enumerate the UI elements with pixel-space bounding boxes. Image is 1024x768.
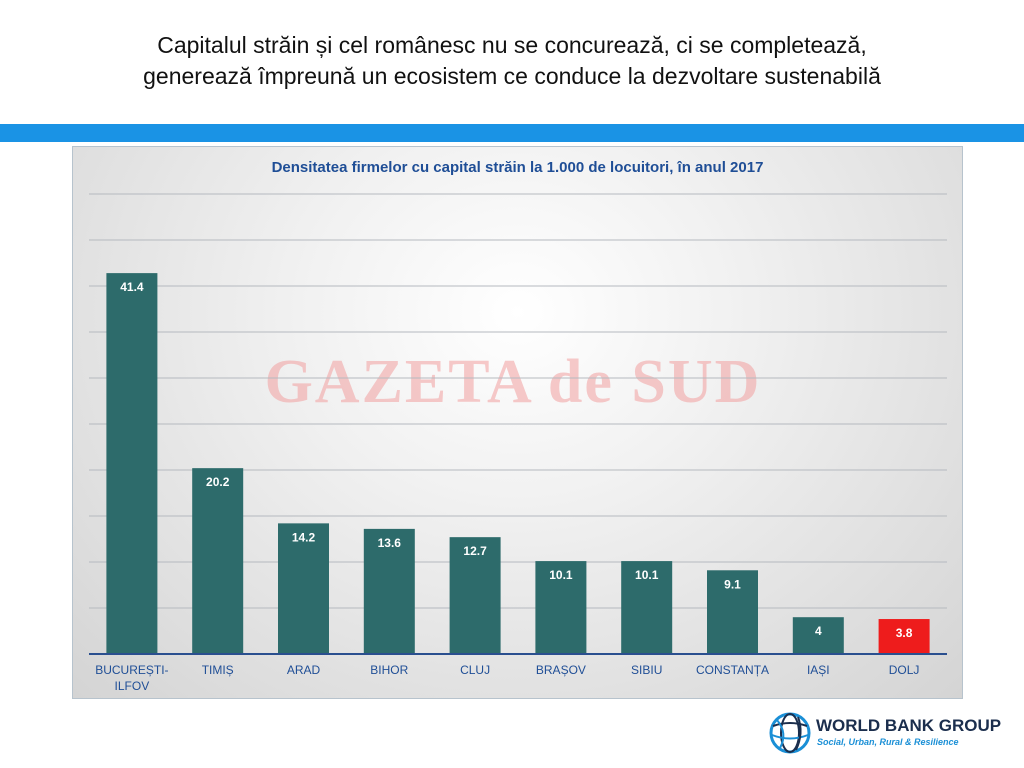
bar (278, 523, 329, 654)
data-label: 20.2 (206, 475, 230, 489)
category-label: CLUJ (460, 663, 490, 677)
category-label: IAȘI (807, 663, 830, 677)
bar (192, 468, 244, 654)
category-label: BIHOR (370, 663, 408, 677)
chart-panel: Densitatea firmelor cu capital străin la… (72, 146, 963, 699)
bar (792, 617, 844, 654)
bar (363, 528, 415, 654)
bar (707, 570, 758, 654)
slide-title: Capitalul străin și cel românesc nu se c… (40, 30, 984, 92)
data-label: 10.1 (549, 568, 573, 582)
bar (621, 561, 673, 654)
bar (878, 619, 930, 654)
category-label: DOLJ (889, 663, 920, 677)
category-label: ARAD (287, 663, 321, 677)
category-label: BUCUREȘTI- (95, 663, 168, 677)
category-label: BRAȘOV (536, 663, 586, 677)
bar (449, 537, 501, 654)
bar-chart: 41.4 BUCUREȘTI- ILFOV 20.2 TIMIȘ 14.2 ARAD 13.6… (89, 193, 947, 693)
chart-title: Densitatea firmelor cu capital străin la… (271, 159, 764, 176)
bar (106, 273, 158, 654)
data-label: 41.4 (120, 280, 144, 294)
logo-name: WORLD BANK GROUP (816, 716, 1002, 735)
slide-title-line-2: generează împreună un ecosistem ce condu… (143, 63, 881, 89)
category-label: TIMIȘ (202, 663, 234, 677)
data-label: 12.7 (463, 544, 487, 558)
logo-subtitle: Social, Urban, Rural & Resilience (817, 737, 959, 747)
data-label: 9.1 (724, 577, 741, 591)
data-label: 10.1 (635, 568, 659, 582)
data-label: 3.8 (896, 626, 913, 640)
data-label: 4 (815, 624, 822, 638)
accent-bar (0, 124, 1024, 142)
globe-icon (769, 712, 811, 754)
data-label: 13.6 (378, 536, 402, 550)
category-label: ILFOV (115, 679, 150, 693)
bar (535, 561, 587, 654)
category-label: CONSTANȚA (696, 663, 769, 677)
data-label: 14.2 (292, 530, 316, 544)
slide-title-line-1: Capitalul străin și cel românesc nu se c… (157, 32, 867, 58)
category-label: SIBIU (631, 663, 662, 677)
world-bank-logo: WORLD BANK GROUP Social, Urban, Rural & … (768, 711, 1008, 755)
